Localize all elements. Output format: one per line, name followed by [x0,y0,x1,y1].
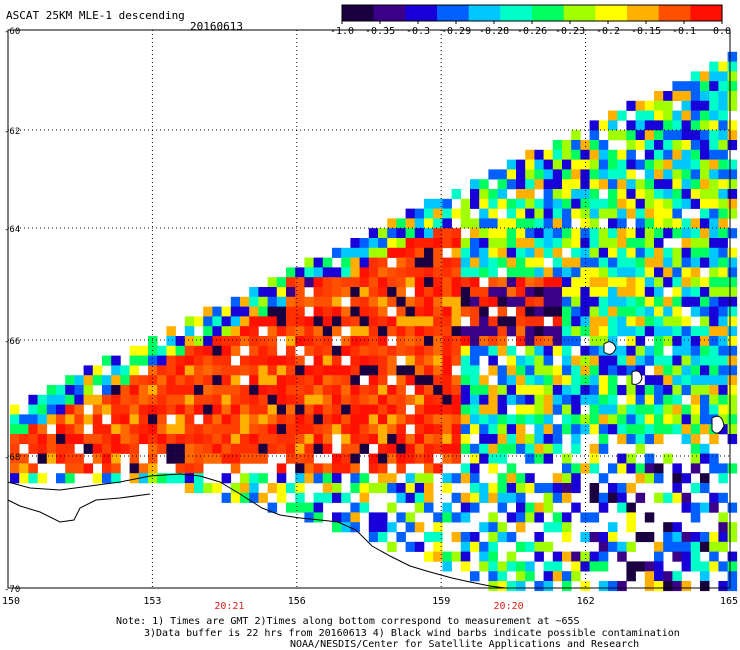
lat-tick-label: -64 [4,225,20,235]
colorbar-swatch [563,5,596,21]
footnote-line-2: 3)Data buffer is 22 hrs from 20160613 4)… [144,628,680,639]
lat-tick-label: -60 [4,27,20,37]
colorbar-swatch [658,5,691,21]
lon-tick-label: 150 [2,596,20,607]
axis-labels: 150 153 156 159 162 165 -60 -62 -64 -66 -68 -70 20:2… [2,27,738,612]
colorbar-label: -0.23 [555,26,586,37]
colorbar-label: -1.0 [330,26,355,37]
colorbar-swatch [532,5,565,21]
lat-tick-label: -62 [4,127,20,137]
colorbar-swatch [595,5,628,21]
colorbar-label: 0.0 [713,26,732,37]
footnote-line-1: Note: 1) Times are GMT 2)Times along bot… [116,616,580,627]
colorbar-swatch [405,5,438,21]
lat-tick-label: -66 [4,337,20,347]
time-label: 20:20 [494,601,524,612]
lon-tick-label: 153 [143,596,161,607]
map-frame [7,29,731,589]
colorbar-swatch [627,5,660,21]
lon-tick-label: 156 [288,596,306,607]
graticule [8,30,730,588]
colorbar [341,4,723,24]
colorbar-swatch [500,5,533,21]
lon-tick-label: 162 [577,596,595,607]
lat-tick-label: -68 [4,453,20,463]
colorbar-swatch [373,5,406,21]
product-title: ASCAT 25KM MLE-1 descending [6,9,185,22]
time-label: 20:21 [214,601,244,612]
colorbar-swatch [437,5,470,21]
colorbar-label: -0.3 [406,26,431,37]
lon-tick-label: 159 [432,596,450,607]
colorbar-swatch [342,5,375,21]
colorbar-label: -0.35 [365,26,396,37]
colorbar-label: -0.28 [479,26,510,37]
coastline [7,341,725,589]
colorbar-swatch [690,5,723,21]
colorbar-label: -0.26 [517,26,548,37]
colorbar-label: -0.29 [441,26,472,37]
colorbar-label: -0.2 [596,26,621,37]
colorbar-label: -0.15 [631,26,662,37]
lat-tick-label: -70 [4,585,20,595]
lon-tick-label: 165 [720,596,738,607]
colorbar-swatch [468,5,501,21]
data-swath [10,51,738,592]
footnote-credit: NOAA/NESDIS/Center for Satellite Applica… [290,639,640,650]
colorbar-label: -0.1 [672,26,697,37]
